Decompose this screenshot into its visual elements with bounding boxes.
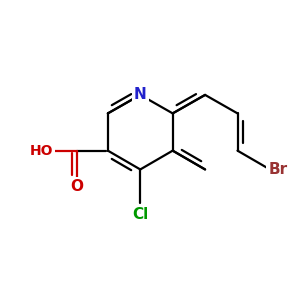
Text: Br: Br xyxy=(268,162,288,177)
Text: N: N xyxy=(134,87,147,102)
Text: HO: HO xyxy=(30,144,53,158)
Text: Cl: Cl xyxy=(132,207,148,222)
Text: O: O xyxy=(70,179,84,194)
